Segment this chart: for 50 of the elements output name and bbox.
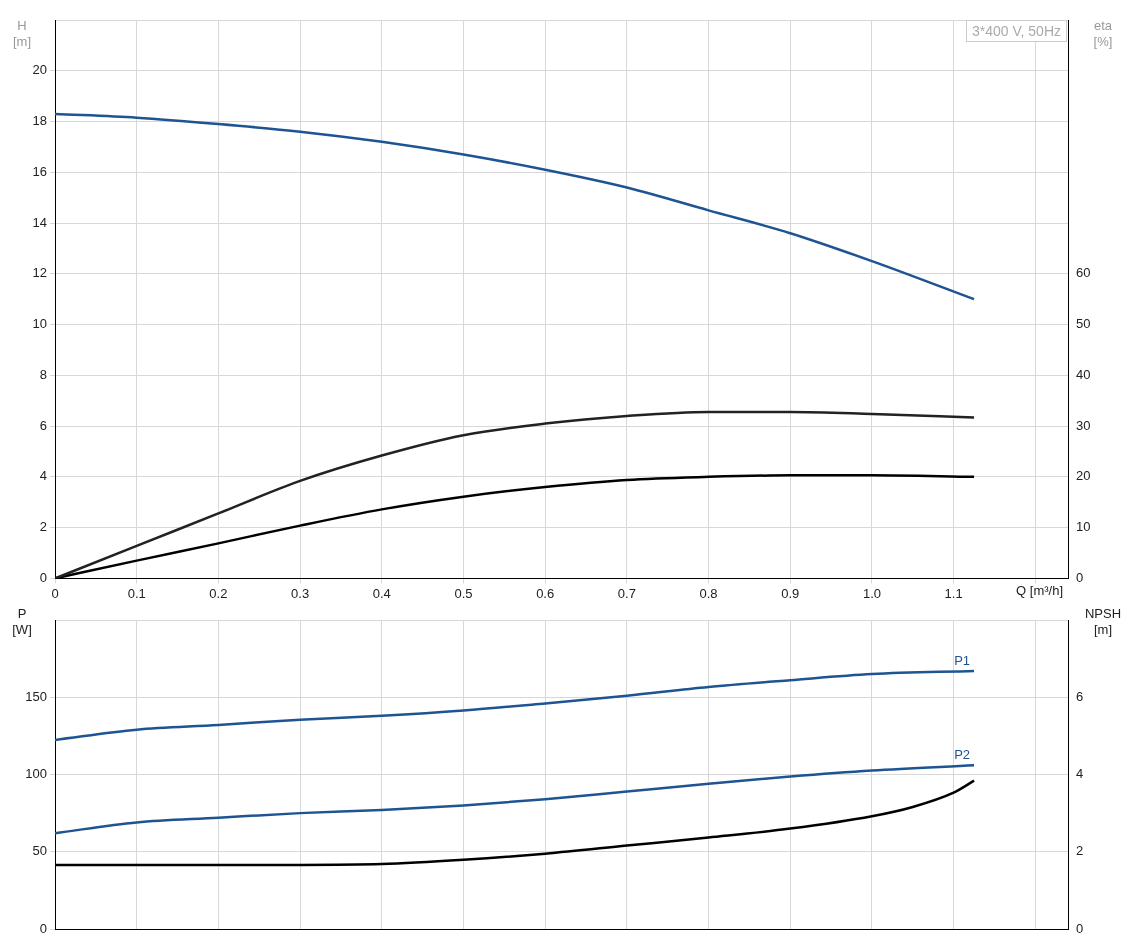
y2-tick-label: 20 — [1076, 468, 1091, 484]
y-tick-label: 50 — [32, 843, 47, 859]
y-tick-label: 18 — [32, 113, 47, 129]
series-label: P2 — [954, 747, 971, 763]
y2-tick-label: 30 — [1076, 417, 1091, 433]
series-label: P1 — [954, 653, 971, 669]
y2-tick-label: 0 — [1076, 569, 1084, 585]
y-tick-label: 4 — [39, 468, 47, 484]
x-tick-label: 1.0 — [862, 585, 881, 601]
y-tick-label: 6 — [39, 417, 47, 433]
x-tick-label: 0.2 — [209, 585, 228, 601]
y-tick-label: 150 — [25, 688, 47, 704]
line-series — [55, 410, 976, 579]
x-tick-label: 0.4 — [372, 585, 391, 601]
y2-axis-title: NPSH [m] — [1084, 606, 1122, 638]
y-tick-label: 10 — [32, 316, 47, 332]
y2-tick-label: 40 — [1076, 366, 1091, 382]
x-tick-label: 0.8 — [699, 585, 718, 601]
y-tick-label: 14 — [32, 214, 47, 230]
y-tick-label: 2 — [39, 519, 47, 535]
x-tick-label: 0.1 — [127, 585, 146, 601]
y-tick-label: 20 — [32, 62, 47, 78]
y2-tick-label: 10 — [1076, 519, 1091, 535]
y2-tick-label: 50 — [1076, 316, 1091, 332]
line-series — [55, 763, 976, 835]
y2-axis-title: eta [%] — [1093, 18, 1113, 50]
y2-tick-label: 60 — [1076, 265, 1091, 281]
y-axis-title: P [W] — [12, 606, 32, 638]
y-tick-label: 0 — [39, 569, 47, 585]
chart-title: 3*400 V, 50Hz — [966, 20, 1067, 42]
y-tick-label: 16 — [32, 163, 47, 179]
y2-tick-label: 6 — [1076, 688, 1084, 704]
x-axis-title: Q [m³/h] — [1016, 583, 1063, 599]
x-tick-label: 0.7 — [617, 585, 636, 601]
y-tick-label: 100 — [25, 766, 47, 782]
x-tick-label: 0.5 — [454, 585, 473, 601]
y-tick-label: 12 — [32, 265, 47, 281]
y2-tick-label: 2 — [1076, 843, 1084, 859]
line-series — [55, 112, 976, 301]
y-tick-label: 0 — [39, 920, 47, 936]
line-series — [55, 669, 976, 742]
y2-tick-label: 4 — [1076, 766, 1084, 782]
y2-tick-label: 0 — [1076, 920, 1084, 936]
y-axis-title: H [m] — [12, 18, 32, 50]
x-tick-label: 1.1 — [944, 585, 963, 601]
x-tick-label: 0 — [51, 585, 59, 601]
y-tick-label: 8 — [39, 366, 47, 382]
x-tick-label: 0.3 — [291, 585, 310, 601]
x-tick-label: 0.6 — [536, 585, 555, 601]
x-tick-label: 0.9 — [781, 585, 800, 601]
